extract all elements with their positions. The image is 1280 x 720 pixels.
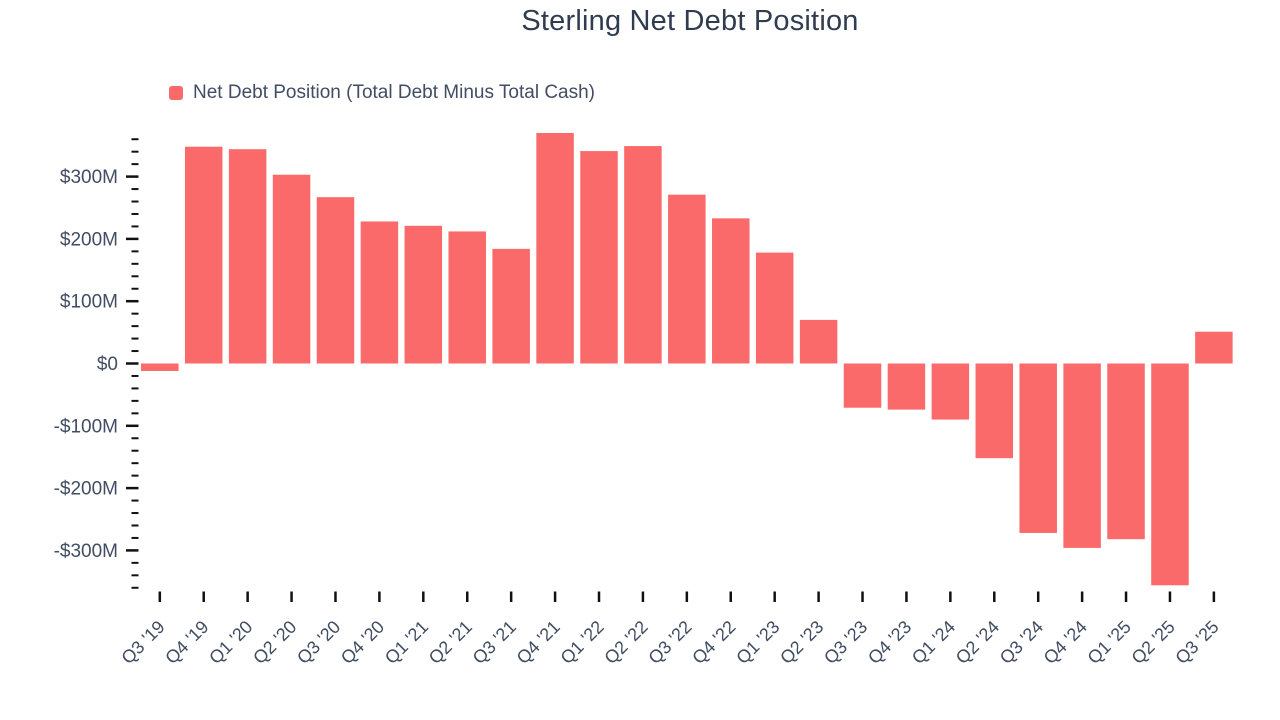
bar-q3-22[interactable] (668, 194, 706, 364)
x-axis-label: Q3 '25 (1171, 617, 1222, 668)
bar-q1-20[interactable] (228, 149, 267, 364)
x-axis-label: Q3 '22 (644, 617, 695, 668)
y-axis-label: -$100M (54, 416, 118, 437)
bar-q1-21[interactable] (404, 225, 443, 364)
x-axis-label: Q3 '24 (996, 617, 1047, 668)
bar-q2-23[interactable] (799, 319, 838, 364)
y-axis-label: $300M (60, 167, 118, 188)
legend: Net Debt Position (Total Debt Minus Tota… (169, 82, 595, 104)
x-axis-label: Q1 '24 (908, 617, 959, 668)
bar-q4-20[interactable] (360, 221, 399, 364)
x-axis-label: Q3 '20 (293, 617, 344, 668)
bar-q3-21[interactable] (492, 248, 530, 364)
bar-q4-24[interactable] (1063, 363, 1101, 548)
y-axis-label: $100M (60, 292, 118, 313)
bar-q4-23[interactable] (887, 363, 926, 410)
x-axis-label: Q2 '25 (1128, 617, 1179, 668)
bar-q2-21[interactable] (448, 231, 486, 364)
x-axis-label: Q2 '23 (776, 617, 827, 668)
bar-q2-22[interactable] (624, 146, 662, 364)
x-axis-label: Q1 '23 (732, 617, 783, 668)
bar-q2-20[interactable] (272, 174, 311, 364)
bar-q4-21[interactable] (536, 132, 574, 364)
x-axis-label: Q1 '21 (381, 617, 432, 668)
x-axis-label: Q4 '21 (513, 617, 564, 668)
y-axis-label: $0 (97, 354, 118, 375)
x-axis-label: Q3 '19 (117, 617, 168, 668)
bar-q1-23[interactable] (755, 252, 794, 364)
bar-q1-24[interactable] (931, 363, 970, 420)
x-axis-label: Q1 '20 (205, 617, 256, 668)
bar-q3-20[interactable] (316, 197, 355, 364)
x-axis-label: Q2 '22 (600, 617, 651, 668)
y-axis-label: -$300M (54, 541, 118, 562)
bar-q1-25[interactable] (1107, 363, 1145, 540)
legend-item-net-debt[interactable]: Net Debt Position (Total Debt Minus Tota… (169, 82, 595, 104)
bar-q2-25[interactable] (1151, 363, 1189, 586)
x-axis-label: Q2 '21 (425, 617, 476, 668)
x-axis-label: Q4 '23 (864, 617, 915, 668)
x-axis-label: Q4 '22 (688, 617, 739, 668)
x-axis-label: Q1 '25 (1084, 617, 1135, 668)
x-axis-label: Q2 '20 (249, 617, 300, 668)
x-axis-label: Q4 '24 (1040, 617, 1091, 668)
y-axis-label: -$200M (54, 479, 118, 500)
x-axis-label: Q4 '19 (161, 617, 212, 668)
x-axis-label: Q2 '24 (952, 617, 1003, 668)
bar-q3-24[interactable] (1019, 363, 1057, 533)
bar-q3-25[interactable] (1195, 331, 1233, 364)
bar-q3-19[interactable] (141, 363, 179, 371)
bar-q4-19[interactable] (184, 146, 223, 364)
x-axis-label: Q3 '23 (820, 617, 871, 668)
bar-q2-24[interactable] (975, 363, 1014, 459)
x-axis-label: Q4 '20 (337, 617, 388, 668)
bar-q1-22[interactable] (580, 151, 618, 364)
bar-q4-22[interactable] (712, 218, 750, 364)
legend-label: Net Debt Position (Total Debt Minus Tota… (193, 82, 595, 103)
chart-title: Sterling Net Debt Position (521, 5, 859, 37)
x-axis-label: Q3 '21 (469, 617, 520, 668)
x-axis-label: Q1 '22 (557, 617, 608, 668)
legend-swatch-icon (169, 86, 183, 100)
y-axis-label: $200M (60, 229, 118, 250)
bar-q3-23[interactable] (843, 363, 882, 408)
